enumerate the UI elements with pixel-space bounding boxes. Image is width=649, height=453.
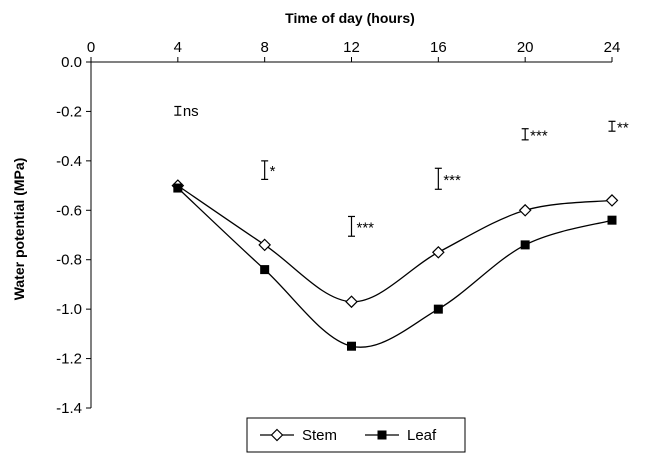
y-tick-label: -0.4 — [56, 153, 82, 170]
y-tick-label: -1.0 — [56, 301, 82, 318]
x-tick-label: 4 — [174, 39, 182, 56]
legend-label-stem: Stem — [302, 427, 337, 444]
legend-marker-leaf — [377, 430, 387, 440]
data-point-leaf — [433, 304, 443, 314]
data-point-leaf — [607, 215, 617, 225]
plot-area: 0 4 8 12 16 20 24 0.0 -0.2 -0.4 -0.6 -0.8 -1.0 -1.2 -1… — [56, 39, 629, 417]
data-point-stem — [518, 203, 532, 217]
significance-label: *** — [443, 172, 461, 189]
y-tick-label: -1.2 — [56, 351, 82, 368]
y-tick-label: -0.6 — [56, 202, 82, 219]
data-point-stem — [345, 295, 358, 309]
y-tick-label: -1.4 — [56, 400, 82, 417]
x-axis-title: Time of day (hours) — [285, 10, 415, 26]
data-point-leaf — [347, 341, 356, 351]
significance-label: *** — [357, 219, 375, 236]
significance-label: ** — [617, 119, 629, 136]
y-tick-label: 0.0 — [61, 54, 82, 71]
data-point-stem — [605, 194, 619, 207]
legend-marker-stem — [270, 428, 284, 442]
data-point-stem — [258, 238, 272, 252]
series-line-leaf — [177, 187, 613, 348]
y-axis-title: Water potential (MPa) — [11, 158, 27, 301]
x-tick-label: 24 — [604, 39, 621, 56]
significance-label: *** — [530, 127, 548, 144]
x-tick-label: 16 — [430, 39, 447, 56]
y-tick-label: -0.8 — [56, 252, 82, 269]
data-point-leaf — [173, 183, 183, 193]
x-tick-label: 8 — [260, 39, 268, 56]
legend-label-leaf: Leaf — [407, 427, 437, 444]
data-point-leaf — [260, 265, 270, 275]
series-line-stem — [177, 185, 613, 303]
significance-label: ns — [183, 103, 199, 120]
x-tick-label: 0 — [87, 39, 95, 56]
data-point-leaf — [520, 240, 530, 250]
legend: Stem Leaf — [246, 417, 466, 453]
data-point-stem — [431, 245, 445, 259]
x-tick-label: 20 — [517, 39, 534, 56]
y-tick-label: -0.2 — [56, 103, 82, 120]
x-tick-label: 12 — [343, 39, 360, 56]
significance-label: * — [270, 163, 276, 180]
